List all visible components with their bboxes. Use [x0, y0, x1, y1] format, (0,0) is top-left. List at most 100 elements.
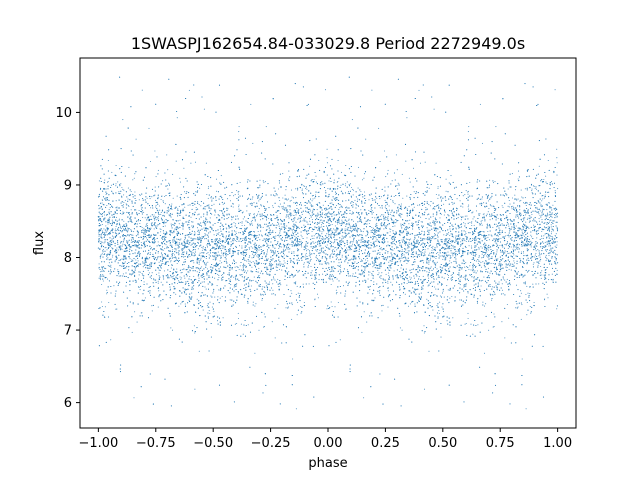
data-point [484, 220, 486, 222]
data-point [479, 260, 481, 262]
data-point [266, 226, 268, 228]
data-point [306, 258, 308, 260]
data-point [408, 223, 410, 225]
data-point [326, 174, 328, 176]
data-point [495, 208, 497, 210]
data-point [539, 210, 541, 212]
data-point [193, 242, 195, 244]
data-point [548, 234, 550, 236]
data-point [501, 223, 503, 225]
data-point [488, 284, 490, 286]
data-point [405, 248, 407, 250]
data-point [554, 209, 557, 211]
data-point [345, 224, 347, 226]
data-point [342, 285, 345, 287]
data-point [348, 218, 350, 220]
data-point [491, 255, 493, 258]
data-point [370, 241, 372, 244]
data-point [488, 186, 491, 188]
data-point [390, 211, 392, 213]
data-point [314, 222, 316, 224]
data-point [251, 219, 254, 221]
data-point [384, 186, 386, 188]
data-point [552, 250, 554, 252]
data-point [554, 234, 556, 237]
data-point [543, 235, 545, 237]
data-point [452, 245, 454, 247]
data-point [478, 256, 480, 258]
data-point [116, 247, 118, 249]
data-point [306, 232, 308, 234]
data-point [511, 197, 514, 199]
data-point [405, 249, 407, 251]
data-point [254, 254, 256, 256]
data-point [218, 289, 220, 291]
data-point [323, 230, 325, 232]
data-point [521, 304, 523, 306]
data-point [301, 190, 303, 192]
data-point [160, 231, 162, 233]
data-point [193, 275, 195, 277]
data-point [434, 286, 436, 288]
data-point [547, 233, 549, 235]
data-point [101, 230, 103, 232]
data-point [128, 166, 130, 168]
data-point [135, 259, 137, 261]
data-point [442, 255, 444, 257]
data-point [179, 181, 182, 183]
data-point [115, 185, 117, 187]
data-point [108, 209, 110, 211]
data-point [296, 314, 298, 316]
data-point [417, 224, 420, 226]
data-point [535, 252, 537, 254]
data-point [388, 269, 390, 271]
data-point [363, 173, 366, 175]
data-point [536, 258, 538, 260]
data-point [102, 280, 104, 282]
data-point [170, 223, 172, 225]
data-point [127, 227, 129, 229]
data-point [393, 248, 395, 250]
data-point [495, 126, 497, 128]
data-point [151, 196, 153, 198]
data-point [406, 282, 408, 285]
data-point [345, 164, 347, 167]
data-point [392, 249, 394, 251]
data-point [509, 252, 511, 254]
data-point [552, 251, 554, 253]
data-point [467, 131, 469, 133]
data-point [263, 326, 266, 328]
data-point [524, 281, 526, 283]
data-point [209, 312, 211, 315]
data-point [289, 209, 291, 211]
data-point [434, 223, 436, 225]
data-point [465, 275, 467, 277]
data-point [252, 247, 254, 249]
data-point [390, 195, 393, 197]
data-point [162, 201, 165, 203]
data-point [556, 162, 558, 164]
data-point [532, 263, 534, 265]
data-point [346, 269, 348, 271]
data-point [370, 231, 372, 233]
data-point [137, 260, 139, 262]
data-point [464, 240, 466, 242]
data-point [486, 213, 488, 215]
data-point [165, 244, 167, 246]
data-point [391, 215, 393, 217]
data-point [367, 278, 369, 280]
data-point [456, 208, 459, 210]
data-point [198, 259, 200, 262]
data-point [213, 234, 215, 236]
data-point [281, 269, 283, 271]
data-point [486, 251, 488, 253]
data-point [368, 209, 370, 212]
data-point [150, 215, 152, 217]
data-point [331, 274, 333, 276]
data-point [355, 257, 357, 259]
data-point [524, 197, 526, 199]
data-point [497, 235, 499, 237]
data-point [496, 243, 498, 245]
data-point [122, 273, 124, 275]
data-point [518, 244, 521, 246]
